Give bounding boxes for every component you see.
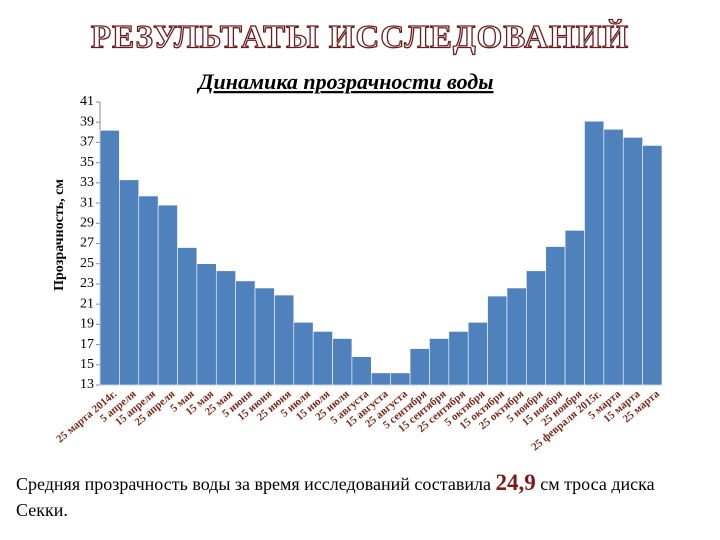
caption-text: см троса диска Секки. [16, 474, 655, 520]
bar [622, 137, 643, 386]
bar [409, 348, 430, 386]
bar [215, 270, 236, 386]
bar [467, 322, 488, 386]
bar [487, 295, 508, 386]
y-tick-label: 39 [80, 114, 94, 129]
bar [351, 356, 372, 386]
y-tick-label: 29 [80, 216, 94, 231]
bar [138, 195, 159, 386]
y-tick-label: 21 [80, 296, 94, 311]
bar [274, 294, 295, 386]
bar [642, 145, 663, 386]
chart-subtitle: Динамика прозрачности воды [197, 69, 494, 94]
bar [371, 372, 391, 386]
bar [99, 130, 120, 386]
bar [584, 120, 605, 386]
bar [254, 287, 275, 386]
bar [390, 372, 411, 386]
caption: Средняя прозрачность воды за время иссле… [16, 470, 706, 523]
y-tick-label: 41 [80, 94, 94, 109]
bar [564, 230, 585, 386]
chart-title: РЕЗУЛЬТАТЫ ИССЛЕДОВАНИЙ [91, 19, 629, 56]
bar [545, 246, 566, 386]
bar [235, 280, 256, 386]
bar [196, 263, 217, 386]
bar [119, 179, 140, 386]
caption-text: Средняя прозрачность воды за время иссле… [16, 474, 491, 494]
bar [448, 331, 469, 386]
bar [293, 322, 314, 386]
y-tick-label: 35 [80, 155, 94, 170]
caption-value: 24,9 [495, 470, 536, 495]
y-tick-label: 31 [80, 195, 94, 210]
bar [526, 270, 547, 386]
bar [603, 128, 624, 386]
y-tick-label: 15 [80, 357, 94, 372]
bar [429, 338, 450, 386]
bar [177, 247, 198, 386]
bar [157, 204, 178, 386]
y-tick-label: 27 [80, 236, 94, 251]
bar [506, 287, 527, 386]
y-tick-label: 23 [80, 276, 94, 291]
bar [312, 331, 333, 386]
y-tick-label: 33 [80, 175, 94, 190]
y-tick-label: 13 [80, 377, 94, 392]
y-tick-label: 17 [80, 337, 94, 352]
y-tick-label: 19 [80, 317, 94, 332]
y-tick-label: 25 [80, 256, 94, 271]
y-axis-label: Прозрачность, см [52, 179, 67, 291]
y-tick-label: 37 [80, 135, 94, 150]
bar [332, 338, 353, 386]
